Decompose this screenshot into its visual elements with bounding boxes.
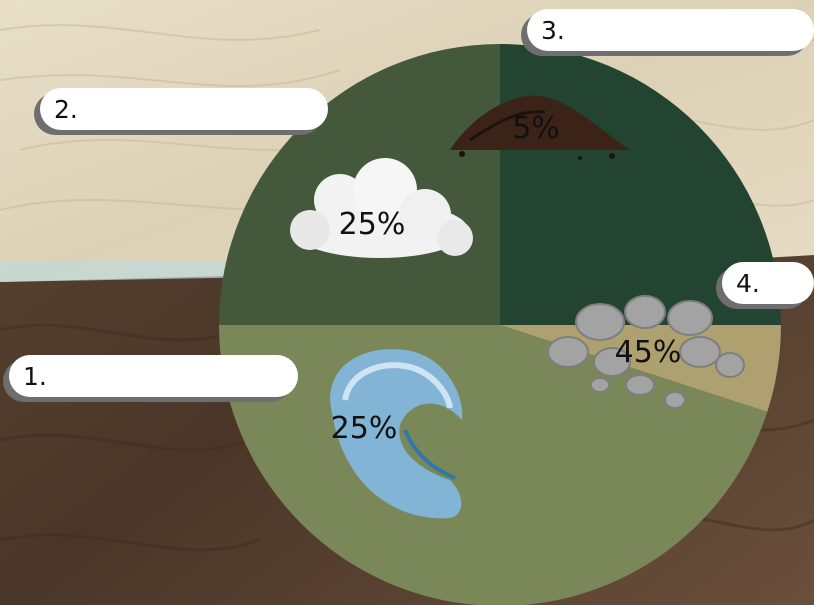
slice-value-label: 25% (339, 207, 406, 242)
soil-pile-icon (450, 95, 630, 160)
callout-label-3: 3. (527, 9, 814, 51)
callout-label-2: 2. (40, 88, 328, 130)
slice-value-label: 25% (331, 411, 398, 446)
callout-label-1: 1. (9, 355, 298, 397)
slice-value-label: 45% (615, 335, 682, 370)
cloud-icon (290, 158, 473, 258)
rock-pile-icon (547, 295, 745, 409)
water-wave-icon (330, 349, 463, 519)
slice-value-label: 5% (512, 111, 560, 146)
callout-label-4: 4. (722, 262, 814, 304)
